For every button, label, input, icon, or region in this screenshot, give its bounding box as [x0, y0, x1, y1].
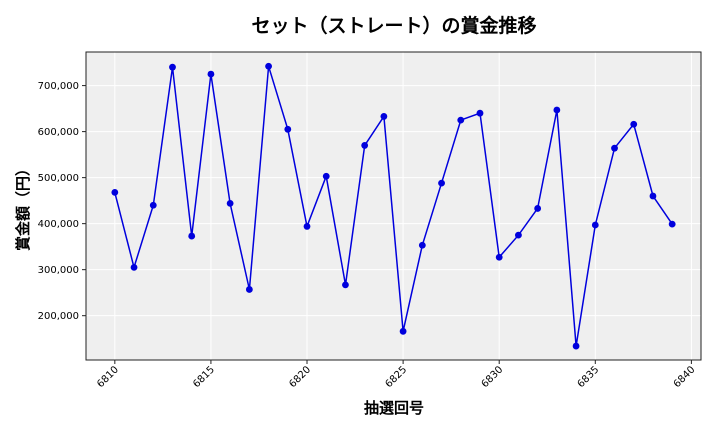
- x-tick-label: 6815: [191, 364, 217, 390]
- y-tick-label: 400,000: [38, 219, 79, 230]
- data-point: [495, 253, 503, 261]
- data-point: [572, 342, 580, 350]
- y-axis-ticks: 200,000 300,000 400,000 500,000 600,000 700,0…: [38, 81, 86, 322]
- x-tick-label: 6835: [576, 364, 602, 390]
- data-point: [476, 109, 484, 117]
- data-point: [303, 223, 311, 230]
- x-tick-label: 6810: [95, 364, 121, 390]
- data-line: [111, 62, 676, 350]
- y-tick-label: 200,000: [38, 311, 79, 322]
- x-axis-ticks: 6810 6815 6820 6825 6830 6835 6840: [95, 360, 698, 390]
- chart-title: セット（ストレート）の賞金推移: [251, 14, 536, 37]
- series-line: [114, 66, 673, 347]
- data-point: [399, 327, 407, 335]
- data-point: [149, 201, 157, 209]
- data-point: [245, 286, 253, 293]
- data-point: [591, 221, 599, 229]
- data-point: [169, 63, 176, 71]
- x-tick-label: 6820: [287, 364, 313, 390]
- plot-frame: [85, 51, 702, 361]
- plot-area: [86, 52, 701, 360]
- data-point: [649, 192, 657, 200]
- data-point: [322, 172, 330, 180]
- data-point: [611, 144, 618, 152]
- data-point: [226, 199, 234, 207]
- y-axis-label: 賞金額（円）: [14, 161, 32, 251]
- y-tick-label: 600,000: [38, 127, 79, 138]
- x-tick-label: 6830: [480, 364, 506, 390]
- data-point: [438, 179, 445, 187]
- data-point: [534, 205, 542, 212]
- data-point: [111, 188, 119, 196]
- data-point: [630, 120, 638, 128]
- grid-lines: [86, 52, 701, 360]
- data-point: [553, 106, 561, 114]
- data-point: [284, 125, 292, 133]
- data-point: [207, 70, 215, 78]
- y-tick-label: 500,000: [38, 173, 79, 184]
- data-point: [130, 263, 138, 271]
- x-axis-label: 抽選回号: [364, 399, 424, 417]
- x-tick-label: 6825: [383, 364, 409, 390]
- data-point: [361, 142, 369, 149]
- data-point: [188, 232, 196, 240]
- data-point: [265, 62, 272, 70]
- data-point: [380, 113, 388, 120]
- data-point: [342, 281, 349, 289]
- data-point: [668, 220, 676, 228]
- data-point: [457, 116, 465, 124]
- data-point: [418, 241, 426, 249]
- data-point: [515, 231, 522, 239]
- x-tick-label: 6840: [672, 364, 698, 390]
- y-tick-label: 300,000: [38, 265, 79, 276]
- y-tick-label: 700,000: [38, 81, 79, 92]
